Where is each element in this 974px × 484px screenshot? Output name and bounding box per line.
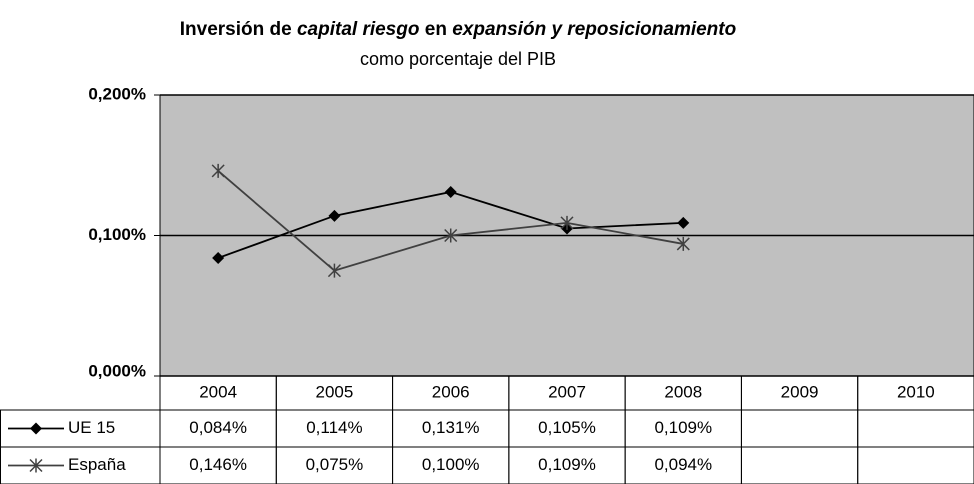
x-tick-label: 2008 [664, 382, 702, 401]
point [560, 215, 574, 230]
data-label: 0,109% [654, 418, 712, 437]
legend-label: España [68, 455, 126, 474]
point [327, 263, 341, 278]
data-label: 0,094% [654, 455, 712, 474]
data-label: 0,100% [422, 455, 480, 474]
chart-title: Inversión de capital riesgo en expansión… [180, 19, 736, 40]
y-tick-label: 0,000% [88, 361, 146, 380]
table-cell [740, 409, 859, 448]
table-cell [857, 409, 974, 448]
x-tick-label: 2006 [432, 382, 470, 401]
legend-label: UE 15 [68, 418, 115, 437]
title-part: en [419, 19, 452, 40]
x-tick-label: 2007 [548, 382, 586, 401]
chart-subtitle: como porcentaje del PIB [360, 49, 556, 69]
point [444, 228, 458, 243]
data-label: 0,084% [189, 418, 247, 437]
x-tick-label: 2005 [316, 382, 354, 401]
point [328, 209, 341, 222]
data-label: 0,146% [189, 455, 247, 474]
x-tick-label: 2010 [897, 382, 935, 401]
point [444, 185, 457, 198]
point [677, 216, 690, 229]
data-label: 0,075% [306, 455, 364, 474]
point [212, 251, 225, 264]
data-label: 0,114% [306, 418, 362, 437]
x-tick-label: 2004 [199, 382, 237, 401]
point [211, 163, 225, 178]
y-tick-label: 0,200% [88, 84, 146, 103]
title-part: expansión y reposicionamiento [452, 19, 736, 40]
data-label: 0,131% [422, 418, 480, 437]
data-label: 0,109% [538, 455, 596, 474]
table-cell [857, 446, 974, 484]
table-cell [740, 446, 859, 484]
point [676, 236, 690, 251]
legend-marker [30, 422, 42, 435]
legend-marker [29, 458, 43, 473]
data-label: 0,105% [538, 418, 596, 437]
x-tick-label: 2009 [781, 382, 819, 401]
title-part: Inversión de [180, 19, 297, 40]
title-part: capital riesgo [297, 19, 420, 40]
y-tick-label: 0,100% [88, 225, 146, 244]
